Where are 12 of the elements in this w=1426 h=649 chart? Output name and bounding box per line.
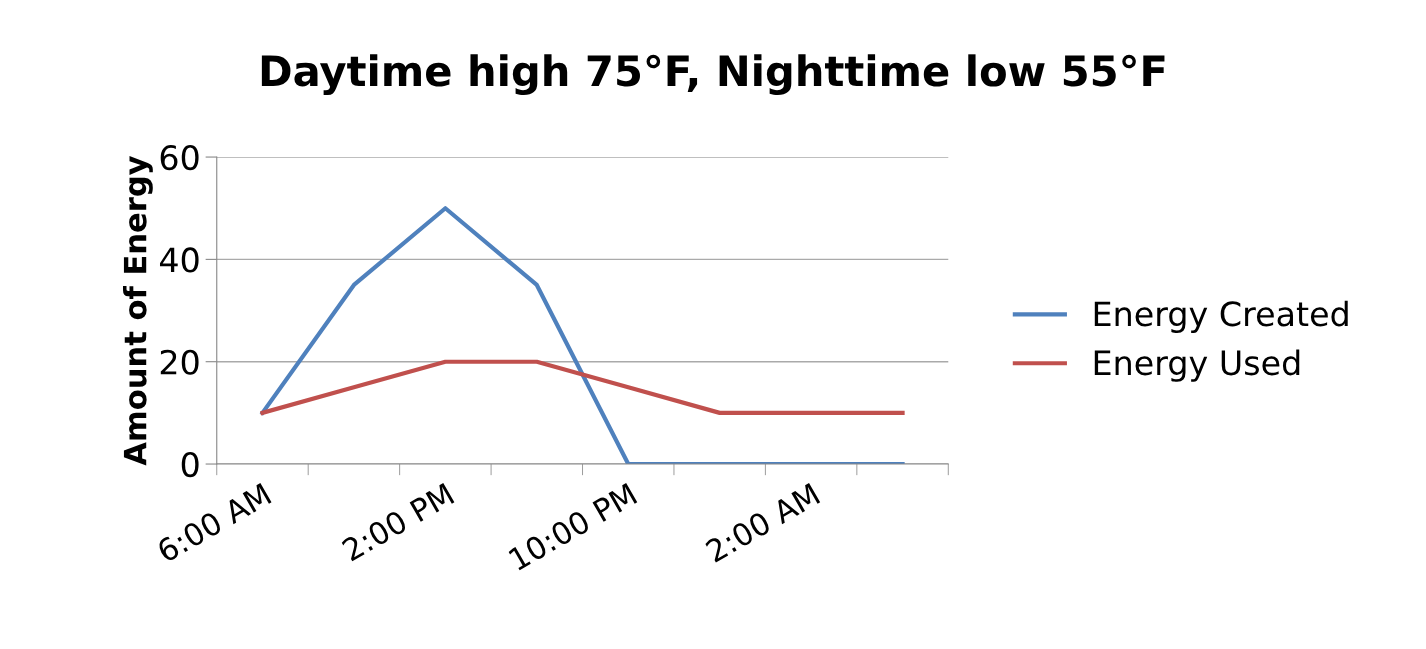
chart-title: Daytime high 75°F, Nighttime low 55°F (261, 54, 1165, 95)
x-tick-label: 6:00 AM (155, 482, 272, 563)
y-tick-label: 40 (159, 247, 199, 273)
y-axis-title: Amount of Energy (123, 155, 153, 466)
x-tick-label: 2:00 PM (340, 482, 455, 562)
legend-label: Energy Created (1094, 300, 1348, 333)
y-tick-label: 20 (160, 349, 199, 375)
line-series (260, 206, 905, 465)
y-tick-label: 60 (160, 144, 199, 171)
legend-label: Energy Used (1094, 349, 1300, 382)
y-tick-label: 0 (181, 451, 199, 478)
x-tick-label: 2:00 AM (704, 482, 821, 563)
